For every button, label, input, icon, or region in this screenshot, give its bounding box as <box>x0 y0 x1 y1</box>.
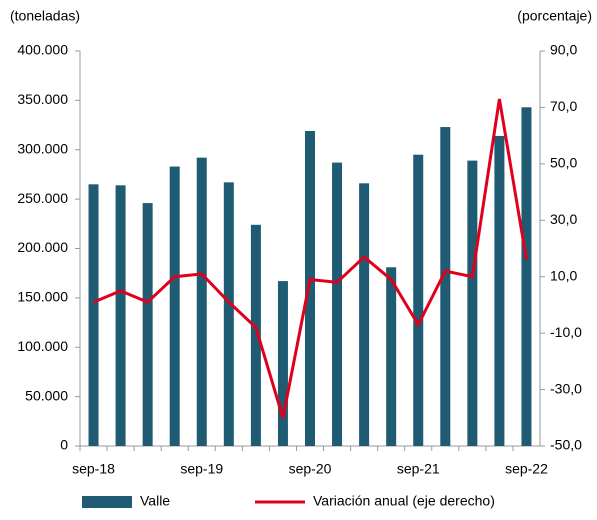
bar <box>359 183 370 446</box>
y-tick-label: 50.000 <box>25 387 68 403</box>
y-tick-label: 200.000 <box>17 239 68 255</box>
x-tick-label: sep-21 <box>397 461 440 477</box>
x-tick-label: sep-20 <box>289 461 332 477</box>
y2-tick-label: -10,0 <box>550 324 582 340</box>
y-tick-label: 350.000 <box>17 91 68 107</box>
bar <box>142 203 153 446</box>
y2-axis-label: (porcentaje) <box>517 8 592 24</box>
y2-tick-label: 30,0 <box>550 211 577 227</box>
y-tick-label: 100.000 <box>17 338 68 354</box>
bar <box>467 160 478 447</box>
line <box>92 98 528 419</box>
y-tick-label: 300.000 <box>17 140 68 156</box>
bar <box>305 130 315 447</box>
legend-swatch <box>82 496 132 508</box>
y-tick-label: 400.000 <box>17 42 68 58</box>
legend-label: Variación anual (eje derecho) <box>313 493 495 509</box>
bar <box>332 162 343 446</box>
bar <box>115 185 126 447</box>
bar <box>223 182 234 446</box>
bar <box>196 157 207 446</box>
x-tick-label: sep-22 <box>505 461 548 477</box>
y-tick-label: 0 <box>60 437 68 453</box>
y2-tick-label: 70,0 <box>550 98 577 114</box>
bar <box>494 135 505 447</box>
y2-tick-label: 90,0 <box>550 42 577 58</box>
legend-label: Valle <box>140 493 170 509</box>
x-tick-label: sep-19 <box>180 461 223 477</box>
y-tick-label: 150.000 <box>17 289 68 305</box>
x-tick-label: sep-18 <box>72 461 115 477</box>
bar <box>169 166 180 446</box>
y2-tick-label: 10,0 <box>550 267 577 283</box>
y-axis-label: (toneladas) <box>10 8 80 24</box>
bar <box>386 267 397 446</box>
bar <box>277 281 288 446</box>
bar <box>440 127 451 446</box>
bar <box>88 184 99 446</box>
bar <box>413 154 424 446</box>
bar <box>521 107 532 446</box>
y2-tick-label: 50,0 <box>550 155 577 171</box>
y2-tick-label: -30,0 <box>550 380 582 396</box>
bar <box>250 224 261 446</box>
y-tick-label: 250.000 <box>17 190 68 206</box>
y2-tick-label: -50,0 <box>550 437 582 453</box>
